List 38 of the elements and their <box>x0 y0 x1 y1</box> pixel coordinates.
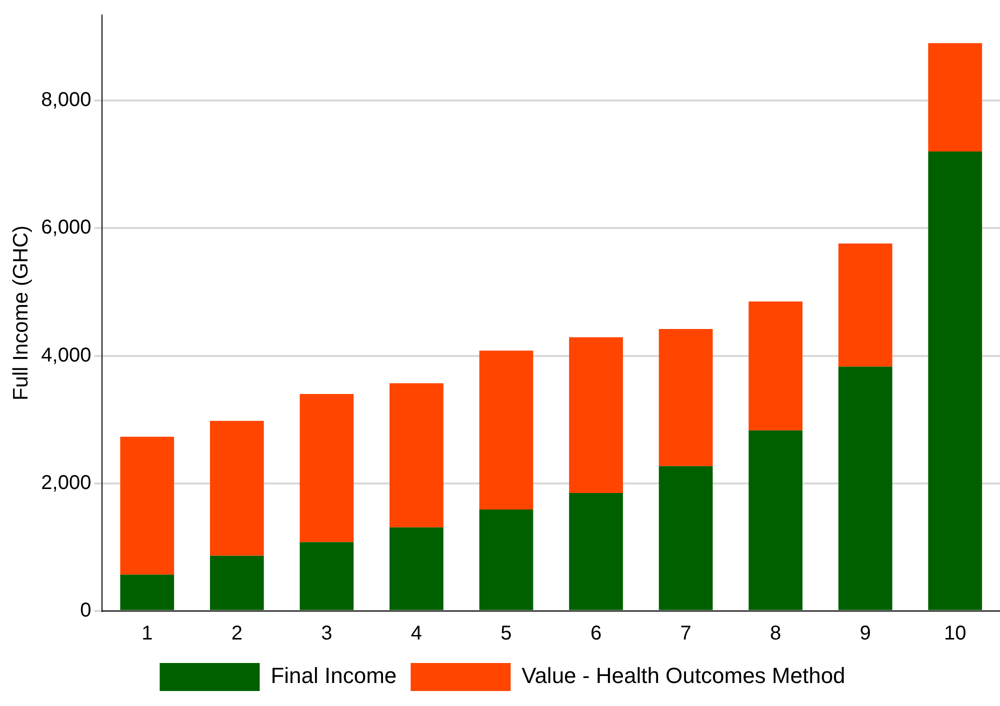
bar <box>569 492 623 610</box>
bar <box>300 394 354 542</box>
y-tick-label: 0 <box>80 600 92 622</box>
x-tick-label: 6 <box>590 622 602 645</box>
bar <box>658 328 713 466</box>
bar <box>210 556 264 610</box>
legend-label: Final Income <box>270 663 397 688</box>
x-tick-label: 1 <box>142 622 153 645</box>
y-axis-title: Full Income (GHC) <box>9 225 32 401</box>
x-tick-label: 5 <box>500 622 512 645</box>
y-tick-label: 4,000 <box>41 344 92 366</box>
x-tick-label: 9 <box>860 622 871 645</box>
bar <box>120 574 174 610</box>
bar <box>479 350 534 510</box>
bar <box>928 152 982 610</box>
legend-label: Value - Health Outcomes Method <box>522 663 846 688</box>
bar <box>120 436 174 575</box>
bar <box>390 527 444 610</box>
x-tick-label: 7 <box>680 622 692 645</box>
bar <box>569 337 623 493</box>
bar <box>928 43 982 152</box>
bar <box>658 466 713 610</box>
bar <box>838 366 892 610</box>
x-tick-label: 10 <box>944 622 966 645</box>
x-tick-label: 3 <box>321 622 332 645</box>
bar <box>838 243 892 367</box>
y-tick-label: 2,000 <box>41 472 92 494</box>
bar <box>210 420 264 556</box>
x-tick-label: 2 <box>231 622 242 645</box>
y-tick-label: 8,000 <box>41 89 92 112</box>
y-tick-label: 6,000 <box>41 216 92 239</box>
bar <box>748 430 802 610</box>
x-tick-label: 4 <box>410 622 422 645</box>
x-tick-label: 8 <box>770 622 782 645</box>
bar <box>748 302 802 430</box>
bar <box>479 510 534 610</box>
bar <box>390 383 444 528</box>
bar <box>300 542 354 610</box>
